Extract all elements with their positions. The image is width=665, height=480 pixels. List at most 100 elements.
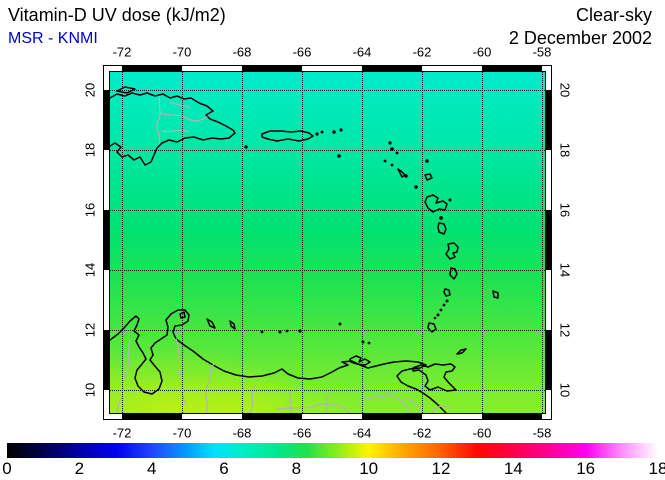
zebra-segment <box>422 413 482 419</box>
colorbar-tick-label: 10 <box>359 459 379 478</box>
zebra-segment <box>545 150 551 210</box>
zebra-segment <box>545 269 551 330</box>
lon-tick-label-top: -60 <box>472 44 492 60</box>
zebra-segment <box>482 413 542 419</box>
colorbar <box>7 443 658 458</box>
zebra-segment <box>104 210 110 270</box>
lat-tick-label-right: 20 <box>557 82 573 98</box>
lat-tick-label-left: 20 <box>82 82 98 98</box>
small-islands-layer <box>244 128 452 345</box>
lat-tick-label-left: 16 <box>82 202 98 218</box>
zebra-segment <box>542 66 545 72</box>
zebra-segment <box>122 66 182 72</box>
date-label: 2 December 2002 <box>508 28 652 48</box>
coastline-map <box>110 86 499 413</box>
map-frame: -72 -72 -70 -70 -68 -68 -66 -66 -64 -64 -62 -62 -60 -… <box>83 45 573 441</box>
gridline-meridian <box>542 72 543 413</box>
zebra-segment <box>545 329 551 390</box>
puerto-rico-coastline <box>261 130 314 142</box>
lon-tick-label-bottom: -66 <box>292 425 312 441</box>
borders-rivers-layer <box>116 95 451 413</box>
zebra-segment <box>110 66 122 72</box>
haiti-dr-border <box>156 95 161 144</box>
colorbar-tick-label: 8 <box>291 459 302 478</box>
lat-tick-label-right: 14 <box>557 262 573 278</box>
lat-tick-label-right: 12 <box>557 322 573 338</box>
gridline-parallel <box>110 150 545 151</box>
gridline-parallel <box>110 389 545 391</box>
lon-tick-label-top: -62 <box>412 44 432 60</box>
margarita-island-coastline <box>349 355 371 366</box>
lon-tick-label-bottom: -62 <box>412 425 432 441</box>
gridline-meridian <box>122 72 123 413</box>
coastlines-layer <box>110 86 499 413</box>
lat-tick-label-left: 14 <box>82 262 98 278</box>
hispaniola-coastline <box>110 92 236 166</box>
zebra-band-bottom <box>104 413 551 419</box>
zebra-segment <box>104 90 110 150</box>
zebra-segment <box>545 210 551 270</box>
sky-condition-label: Clear-sky <box>575 5 652 25</box>
colorbar-tick-label: 2 <box>74 459 85 478</box>
lon-tick-label-bottom: -58 <box>532 425 552 441</box>
lon-tick-label-top: -70 <box>172 44 192 60</box>
lon-tick-label-top: -58 <box>532 44 552 60</box>
zebra-band-left <box>104 72 110 413</box>
zebra-segment <box>362 66 422 72</box>
colorbar-tick-label: 18 <box>648 459 665 478</box>
zebra-segment <box>545 90 551 150</box>
zebra-segment <box>104 72 110 90</box>
gridline-meridian <box>242 72 243 413</box>
gridline-parallel <box>110 210 545 211</box>
zebra-segment <box>362 413 422 419</box>
lat-tick-label-left: 10 <box>82 382 98 398</box>
south-america-borders-rivers <box>116 338 451 413</box>
gridline-meridian <box>422 72 423 413</box>
lon-tick-label-bottom: -70 <box>172 425 192 441</box>
zebra-segment <box>545 72 551 90</box>
zebra-segment <box>110 413 122 419</box>
lon-tick-label-bottom: -60 <box>472 425 492 441</box>
gridline-meridian <box>302 72 303 413</box>
lon-tick-label-bottom: -64 <box>352 425 372 441</box>
zebra-segment <box>302 413 362 419</box>
lon-tick-label-top: -68 <box>232 44 252 60</box>
gridline-meridian <box>182 72 183 413</box>
colorbar-tick-label: 0 <box>2 459 12 478</box>
zebra-segment <box>122 413 182 419</box>
colorbar-tick-label: 6 <box>219 459 229 478</box>
gridline-parallel <box>110 90 545 91</box>
figure-title: Vitamin-D UV dose (kJ/m2) <box>8 5 226 25</box>
lat-tick-label-right: 16 <box>557 202 573 218</box>
trinidad-tobago-coastline <box>412 348 467 392</box>
lesser-antilles-coastlines <box>397 168 459 333</box>
colorbar-tick-label: 16 <box>576 459 596 478</box>
barbados-coastline <box>492 290 499 299</box>
zebra-segment <box>182 413 242 419</box>
zebra-segment <box>422 66 482 72</box>
data-source-label: MSR - KNMI <box>8 30 98 47</box>
zebra-segment <box>182 66 242 72</box>
lon-tick-label-bottom: -72 <box>112 425 132 441</box>
zebra-segment <box>482 66 542 72</box>
zebra-segment <box>104 389 110 413</box>
lon-tick-label-bottom: -68 <box>232 425 252 441</box>
map-plot-area <box>109 71 546 414</box>
colorbar-tick-label: 14 <box>503 459 523 478</box>
zebra-segment <box>104 150 110 210</box>
zebra-band-top <box>104 66 551 72</box>
zebra-segment <box>104 269 110 330</box>
zebra-band-right <box>545 72 551 413</box>
gridline-parallel <box>110 329 545 331</box>
lat-tick-label-left: 12 <box>82 322 98 338</box>
zebra-segment <box>242 66 302 72</box>
gridline-meridian <box>362 72 363 413</box>
lon-tick-label-top: -64 <box>352 44 372 60</box>
zebra-segment <box>542 413 545 419</box>
gridline-meridian <box>482 72 483 413</box>
zebra-segment <box>104 329 110 390</box>
colorbar-tick-label: 4 <box>146 459 157 478</box>
lat-tick-label-right: 18 <box>557 142 573 158</box>
lon-tick-label-top: -66 <box>292 44 312 60</box>
zebra-segment <box>545 389 551 413</box>
